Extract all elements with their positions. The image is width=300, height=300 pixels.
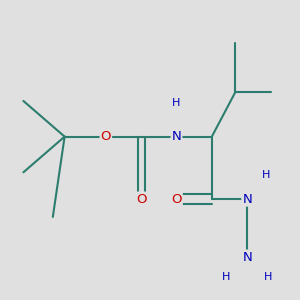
Text: H: H [262,169,271,179]
Text: H: H [172,98,181,108]
Text: O: O [100,130,111,143]
Text: H: H [222,272,231,282]
Text: O: O [171,193,182,206]
Text: H: H [264,272,272,282]
Text: N: N [242,193,252,206]
Text: N: N [242,250,252,264]
Text: N: N [172,130,182,143]
Text: O: O [136,193,146,206]
